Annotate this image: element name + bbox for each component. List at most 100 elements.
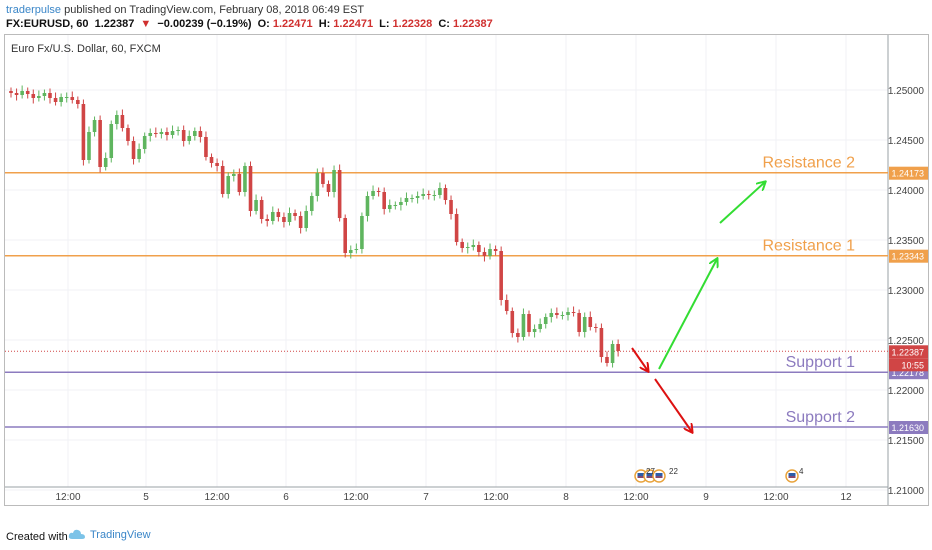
candle-body [393,205,398,206]
resistance-label: Resistance 2 [763,155,856,172]
y-tick-label: 1.24000 [888,186,925,197]
x-tick-label: 12:00 [204,492,229,503]
candle-body [220,166,225,194]
candle-body [588,317,593,327]
candle-body [538,324,542,329]
candle-body [549,313,554,317]
candle-body [482,252,487,256]
candle-body [170,131,175,135]
close-value: 1.22387 [452,18,493,30]
candle-body [560,315,565,316]
candle-body [337,170,342,218]
candle-body [165,132,169,135]
candle-body [248,166,253,211]
candle-body [610,344,615,363]
candle-body [566,312,570,315]
candle-body [477,245,481,252]
candle-body [204,137,208,157]
price-chart[interactable]: 1.25000 1.24500 1.24000 1.23500 1.23000 1.225… [5,35,928,505]
candle-body [276,212,281,217]
cloud-icon [68,529,85,539]
candle-body [415,196,420,198]
chart-header: traderpulse published on TradingView.com… [0,0,932,34]
candle-body [87,132,91,160]
event-count-label: 4 [799,467,804,476]
candle-body [70,97,75,100]
x-tick-label: 12 [840,492,852,503]
candle-body [126,128,130,141]
candle-body [360,216,364,249]
author-link[interactable]: traderpulse [6,4,62,16]
candle-body [460,242,464,248]
symbol-label: FX:EURUSD, 60 [6,18,89,30]
candle-body [259,200,264,219]
candle-body [14,93,19,95]
candle-body [215,163,219,166]
last-price: 1.22387 [94,18,135,30]
ohlc-line: FX:EURUSD, 60 1.22387 ▼ −0.00239 (−0.19%… [6,18,496,30]
publish-info: traderpulse published on TradingView.com… [6,4,364,16]
high-value: 1.22471 [333,18,374,30]
candle-body [159,132,164,134]
candle-body [31,94,36,98]
green-arrow-2 [719,182,765,224]
candle-body [243,166,247,192]
candle-body [410,198,414,199]
candle-body [148,133,153,136]
candle-body [493,249,498,251]
resistance-price-tag-text: 1.24173 [891,169,924,179]
candle-body [488,249,492,256]
candle-body [59,97,63,102]
candle-body [64,97,69,98]
event-flag-icon [788,473,796,478]
y-tick-label: 1.25000 [888,86,925,97]
last-price-tag [889,345,928,359]
candle-body [181,130,186,141]
red-arrow-long [654,378,692,432]
low-label: L: [379,18,390,30]
y-tick-label: 1.21500 [888,436,925,447]
candle-body [109,124,114,158]
candle-body [454,214,459,242]
candle-body [103,158,108,167]
candle-body [371,191,375,196]
y-tick-label: 1.22000 [888,386,925,397]
candle-body [20,91,24,95]
support-price-tag-text: 1.21630 [891,423,924,433]
candle-body [254,200,258,211]
candle-body [226,176,231,194]
candle-body [270,212,275,221]
candle-body [131,141,136,159]
resistance-price-tag-text: 1.23343 [891,252,924,262]
countdown-tag-text: 10:55 [901,360,924,370]
candle-body [582,317,587,332]
candle-body [326,184,331,192]
candle-body [527,314,531,332]
low-value: 1.22328 [392,18,433,30]
candle-body [532,329,537,332]
candle-body [521,314,526,337]
red-arrow-short [631,347,648,371]
resistance-label: Resistance 1 [763,238,856,255]
candle-body [426,194,431,195]
tradingview-logo[interactable]: TradingView [68,529,151,541]
candle-body [76,100,80,104]
candle-body [404,198,409,202]
candle-body [98,120,102,167]
candle-body [332,170,336,192]
footer: Created with TradingView [0,524,932,550]
candle-body [387,205,392,209]
candle-body [499,251,503,300]
candle-body [382,192,386,209]
candle-body [209,157,214,163]
candle-body [25,91,30,94]
candle-body [304,211,309,228]
chart-frame[interactable]: 1.25000 1.24500 1.24000 1.23500 1.23000 1.225… [4,34,929,506]
high-label: H: [318,18,331,30]
published-text: published on TradingView.com, February 0… [64,4,365,16]
y-tick-label: 1.23500 [888,236,925,247]
y-tick-label: 1.21000 [888,486,925,497]
x-tick-label: 5 [143,492,149,503]
candle-body [443,188,448,200]
x-tick-label: 6 [283,492,289,503]
